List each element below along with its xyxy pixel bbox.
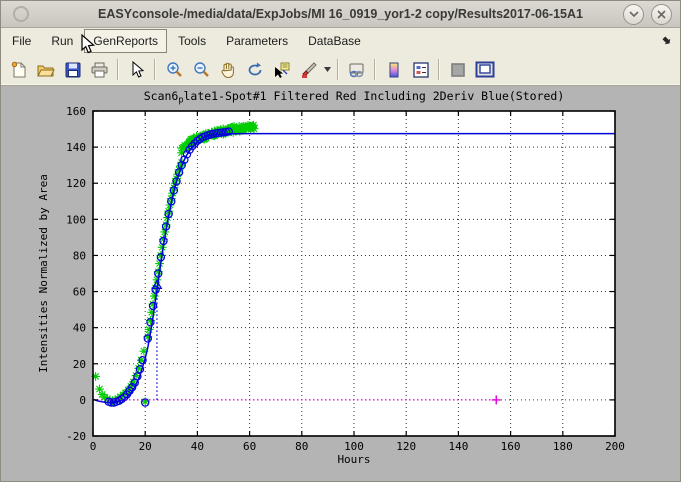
zoom-in-button[interactable]	[160, 57, 187, 82]
rotate-3d-icon	[248, 62, 261, 75]
svg-text:140: 140	[66, 141, 86, 154]
rotate-3d-button[interactable]	[241, 57, 268, 82]
svg-text:20: 20	[73, 358, 86, 371]
window-controls	[616, 3, 680, 25]
print-button[interactable]	[86, 57, 113, 82]
caret-down-icon	[324, 67, 331, 72]
figure-area: 0 20 40 60 80 100 120 140 160 180 200 -20 0 20 40 60 80 1…	[1, 86, 680, 480]
svg-text:Hours: Hours	[337, 453, 370, 466]
svg-text:0: 0	[79, 394, 86, 407]
toolbar-separator	[117, 59, 119, 80]
window-menu-icon[interactable]	[13, 6, 29, 22]
svg-text:160: 160	[66, 105, 86, 118]
svg-text:40: 40	[191, 440, 204, 453]
window-title: EASYconsole-/media/data/ExpJobs/MI 16_09…	[98, 7, 583, 21]
close-button[interactable]	[651, 3, 672, 25]
svg-text:160: 160	[501, 440, 521, 453]
dock-figure-icon	[475, 61, 494, 78]
svg-text:Intensities Normalized by Area: Intensities Normalized by Area	[37, 174, 50, 373]
menu-database[interactable]: DataBase	[308, 34, 361, 48]
brush-button[interactable]	[295, 57, 322, 82]
pan-hand-icon	[220, 62, 234, 78]
link-plots-button[interactable]	[343, 57, 370, 82]
menu-tools[interactable]: Tools	[178, 34, 207, 48]
menu-file[interactable]: File	[12, 34, 32, 48]
chevron-down-icon	[628, 11, 639, 17]
svg-text:180: 180	[553, 440, 573, 453]
link-plots-icon	[349, 63, 364, 77]
menu-bar: File Run GenReports Tools Parameters Dat…	[1, 28, 680, 54]
legend-icon	[412, 61, 429, 78]
svg-text:140: 140	[448, 440, 468, 453]
insert-colorbar-button[interactable]	[380, 57, 407, 82]
plot-canvas[interactable]: 0 20 40 60 80 100 120 140 160 180 200 -20 0 20 40 60 80 1…	[1, 86, 681, 480]
svg-text:100: 100	[344, 440, 364, 453]
svg-text:Scan6plate1-Spot#1 Filtered Re: Scan6plate1-Spot#1 Filtered Red Includin…	[144, 89, 565, 106]
svg-text:100: 100	[66, 213, 86, 226]
hide-plot-tools-icon	[450, 62, 465, 77]
svg-text:60: 60	[73, 286, 86, 299]
pan-button[interactable]	[214, 57, 241, 82]
svg-text:20: 20	[139, 440, 152, 453]
toolbar-separator	[337, 59, 339, 80]
save-button[interactable]	[59, 57, 86, 82]
show-plot-tools-button[interactable]	[471, 57, 498, 82]
insert-legend-button[interactable]	[407, 57, 434, 82]
figure-toolbar	[1, 54, 680, 86]
toolbar-separator	[438, 59, 440, 80]
toolbar-separator	[374, 59, 376, 80]
zoom-in-icon	[166, 61, 182, 77]
brush-icon	[301, 61, 317, 78]
svg-text:-20: -20	[66, 430, 86, 443]
svg-text:200: 200	[605, 440, 625, 453]
menu-overflow-icon[interactable]	[660, 34, 672, 49]
menu-run[interactable]: Run	[51, 34, 74, 48]
new-file-icon	[11, 61, 25, 77]
svg-text:80: 80	[73, 249, 86, 262]
zoom-out-icon	[193, 61, 209, 77]
shade-button[interactable]	[623, 3, 644, 25]
pointer-arrow-icon	[132, 60, 144, 78]
print-icon	[91, 62, 108, 77]
svg-text:0: 0	[90, 440, 97, 453]
save-icon	[65, 62, 80, 77]
data-cursor-button[interactable]	[268, 57, 295, 82]
data-cursor-icon	[274, 62, 289, 78]
close-icon	[657, 9, 666, 19]
svg-text:120: 120	[66, 177, 86, 190]
new-file-button[interactable]	[5, 57, 32, 82]
brush-dropdown-button[interactable]	[322, 57, 333, 82]
edit-plot-button[interactable]	[123, 57, 150, 82]
colorbar-icon	[389, 62, 398, 77]
zoom-out-button[interactable]	[187, 57, 214, 82]
toolbar-separator	[154, 59, 156, 80]
open-file-button[interactable]	[32, 57, 59, 82]
svg-text:40: 40	[73, 322, 86, 335]
svg-text:80: 80	[295, 440, 308, 453]
title-bar: EASYconsole-/media/data/ExpJobs/MI 16_09…	[1, 1, 680, 28]
menu-genreports[interactable]: GenReports	[84, 29, 168, 53]
svg-text:60: 60	[243, 440, 256, 453]
menu-parameters[interactable]: Parameters	[226, 34, 289, 48]
hide-plot-tools-button[interactable]	[444, 57, 471, 82]
svg-text:120: 120	[396, 440, 416, 453]
open-folder-icon	[37, 65, 55, 76]
